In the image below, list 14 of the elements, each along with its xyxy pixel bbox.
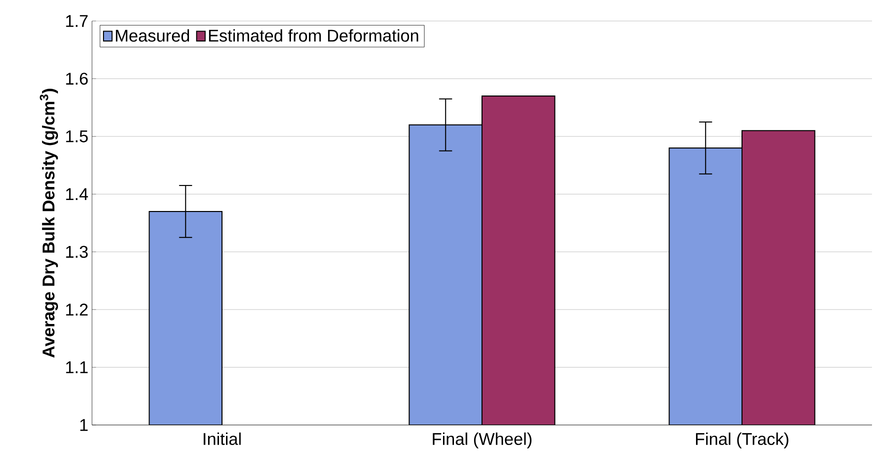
y-axis-title: Average Dry Bulk Density (g/cm$^{3}$) (40, 88, 58, 358)
y-tick-label: 1.5 (66, 130, 88, 142)
y-tick-label: 1 (80, 419, 88, 431)
y-tick-label: 1.6 (66, 72, 88, 85)
y-tick-label: 1.7 (66, 15, 88, 27)
legend-label: Estimated from Deformation (209, 29, 418, 42)
y-tick-label: 1.1 (66, 361, 88, 374)
y-tick-label: 1.4 (66, 188, 88, 200)
legend-label: Measured (116, 29, 190, 42)
y-tick-label: 1.3 (66, 246, 88, 258)
x-tick-label: Final (Wheel) (432, 432, 532, 448)
y-tick-label: 1.2 (66, 304, 88, 316)
x-tick-label: Final (Track) (696, 432, 788, 448)
x-tick-label: Initial (204, 432, 241, 446)
